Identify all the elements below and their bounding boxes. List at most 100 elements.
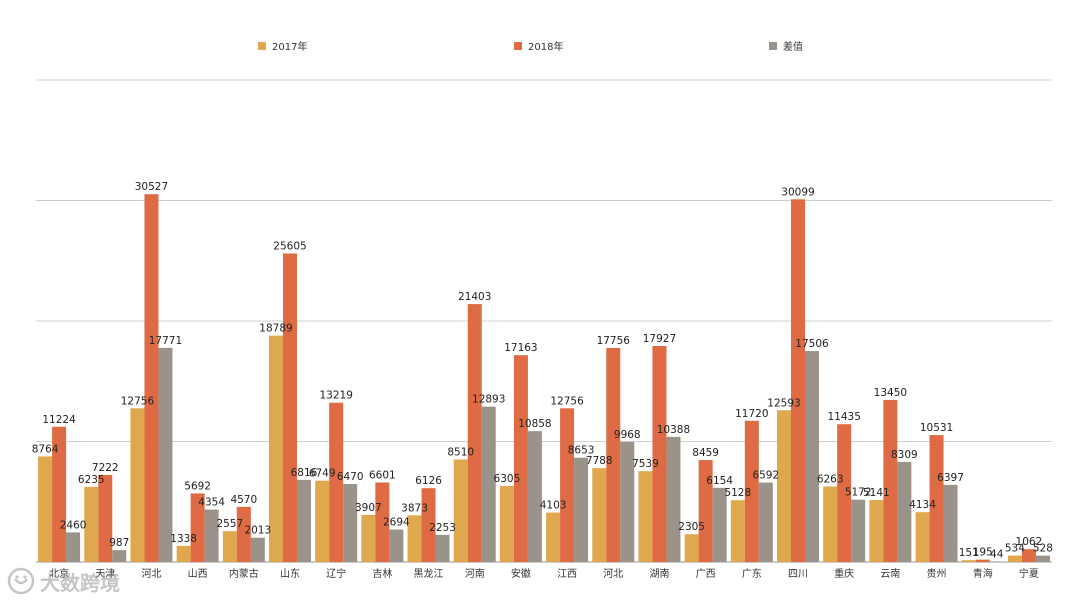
bar-diff-20[interactable] [989, 561, 1004, 562]
data-label: 13450 [874, 387, 907, 399]
data-label: 5128 [724, 487, 751, 499]
bar-diff-5[interactable] [297, 479, 311, 562]
legend-item-2017[interactable]: 2017年 [258, 38, 307, 53]
x-tick-label: 安徽 [511, 567, 531, 580]
bar-2017-11[interactable] [546, 512, 561, 562]
bar-diff-7[interactable] [389, 529, 404, 562]
bar-diff-3[interactable] [204, 509, 219, 562]
data-label: 151 [959, 547, 979, 559]
bar-diff-1[interactable] [112, 550, 127, 562]
bar-diff-15[interactable] [758, 482, 773, 562]
data-label: 4134 [909, 499, 936, 511]
bar-diff-14[interactable] [712, 487, 727, 562]
data-label: 11435 [827, 411, 860, 423]
data-label: 3873 [401, 502, 428, 514]
bar-2018-21[interactable] [1021, 549, 1036, 562]
bar-2017-19[interactable] [915, 512, 930, 562]
data-label: 12593 [767, 397, 800, 409]
bar-2018-20[interactable] [975, 559, 990, 562]
x-tick-label: 广西 [696, 568, 716, 580]
bar-2018-8[interactable] [421, 488, 436, 562]
bar-2017-0[interactable] [38, 456, 53, 562]
bar-2017-1[interactable] [84, 486, 99, 562]
data-label: 12756 [550, 395, 584, 407]
bar-2017-2[interactable] [130, 408, 145, 562]
bar-2017-10[interactable] [499, 486, 514, 562]
data-label: 17927 [643, 333, 676, 345]
bar-2017-17[interactable] [823, 486, 838, 562]
bar-2017-8[interactable] [407, 515, 422, 562]
bar-2017-5[interactable] [269, 335, 283, 562]
bar-2018-15[interactable] [744, 420, 759, 562]
legend-label-diff: 差值 [783, 42, 803, 53]
bar-diff-4[interactable] [250, 537, 265, 562]
bar-2017-16[interactable] [777, 410, 791, 562]
data-label: 8510 [447, 446, 474, 458]
bar-diff-0[interactable] [66, 532, 81, 562]
bar-2017-12[interactable] [592, 468, 607, 562]
bar-2017-14[interactable] [684, 534, 699, 562]
bar-2018-9[interactable] [467, 304, 482, 562]
data-label: 2013 [244, 525, 271, 537]
bar-2017-13[interactable] [638, 471, 653, 562]
bar-2018-5[interactable] [283, 253, 297, 562]
bar-2018-6[interactable] [329, 402, 344, 562]
data-label: 13219 [319, 390, 352, 402]
data-label: 4570 [230, 494, 257, 506]
bar-2017-6[interactable] [315, 480, 330, 562]
bar-diff-2[interactable] [158, 347, 173, 562]
data-label: 9968 [614, 429, 641, 441]
bar-2017-18[interactable] [869, 500, 884, 562]
bar-2017-4[interactable] [222, 531, 237, 562]
bar-2017-15[interactable] [730, 500, 745, 562]
data-label: 6126 [415, 475, 442, 487]
bar-diff-8[interactable] [435, 534, 450, 562]
data-label: 5692 [184, 480, 211, 492]
bar-diff-11[interactable] [574, 457, 589, 562]
bar-2017-21[interactable] [1007, 555, 1022, 562]
bar-diff-10[interactable] [527, 431, 542, 562]
bar-2018-10[interactable] [513, 355, 528, 562]
bar-2018-3[interactable] [190, 493, 205, 562]
legend-item-diff[interactable]: 差值 [769, 38, 803, 53]
bar-diff-6[interactable] [343, 484, 358, 562]
bar-2018-4[interactable] [236, 506, 251, 562]
bar-2018-12[interactable] [606, 348, 621, 562]
watermark: 大数跨境 [6, 566, 120, 596]
bar-diff-16[interactable] [805, 351, 819, 562]
bar-2018-17[interactable] [837, 424, 852, 562]
bar-2018-19[interactable] [929, 435, 944, 562]
data-label: 4354 [198, 497, 225, 509]
bar-2018-14[interactable] [698, 460, 713, 562]
data-label: 30527 [135, 181, 168, 193]
bar-2018-11[interactable] [560, 408, 575, 562]
bar-diff-12[interactable] [620, 441, 635, 562]
bar-diff-9[interactable] [481, 406, 496, 562]
bar-2018-1[interactable] [98, 474, 113, 562]
bar-diff-18[interactable] [897, 461, 912, 562]
bar-diff-21[interactable] [1035, 555, 1050, 562]
bar-2018-13[interactable] [652, 345, 667, 562]
data-label: 195 [973, 547, 993, 559]
bar-2018-7[interactable] [375, 482, 390, 562]
data-label: 6154 [706, 475, 733, 487]
data-label: 7539 [632, 458, 659, 470]
data-label: 8309 [891, 449, 918, 461]
bar-diff-17[interactable] [851, 499, 866, 562]
bar-2018-16[interactable] [791, 199, 805, 562]
bar-2017-7[interactable] [361, 514, 376, 562]
bar-2017-20[interactable] [961, 560, 976, 562]
bar-2017-3[interactable] [176, 545, 191, 562]
data-label: 6263 [817, 474, 844, 486]
legend-item-2018[interactable]: 2018年 [514, 38, 563, 53]
bar-diff-13[interactable] [666, 436, 681, 562]
bar-2018-18[interactable] [883, 399, 898, 562]
bar-diff-19[interactable] [943, 484, 958, 562]
bar-2018-0[interactable] [52, 426, 67, 562]
bar-2018-2[interactable] [144, 194, 159, 562]
bar-2017-9[interactable] [453, 459, 468, 562]
x-tick-label: 湖南 [649, 567, 669, 580]
x-tick-label: 重庆 [834, 567, 854, 580]
data-label: 2694 [383, 517, 410, 529]
